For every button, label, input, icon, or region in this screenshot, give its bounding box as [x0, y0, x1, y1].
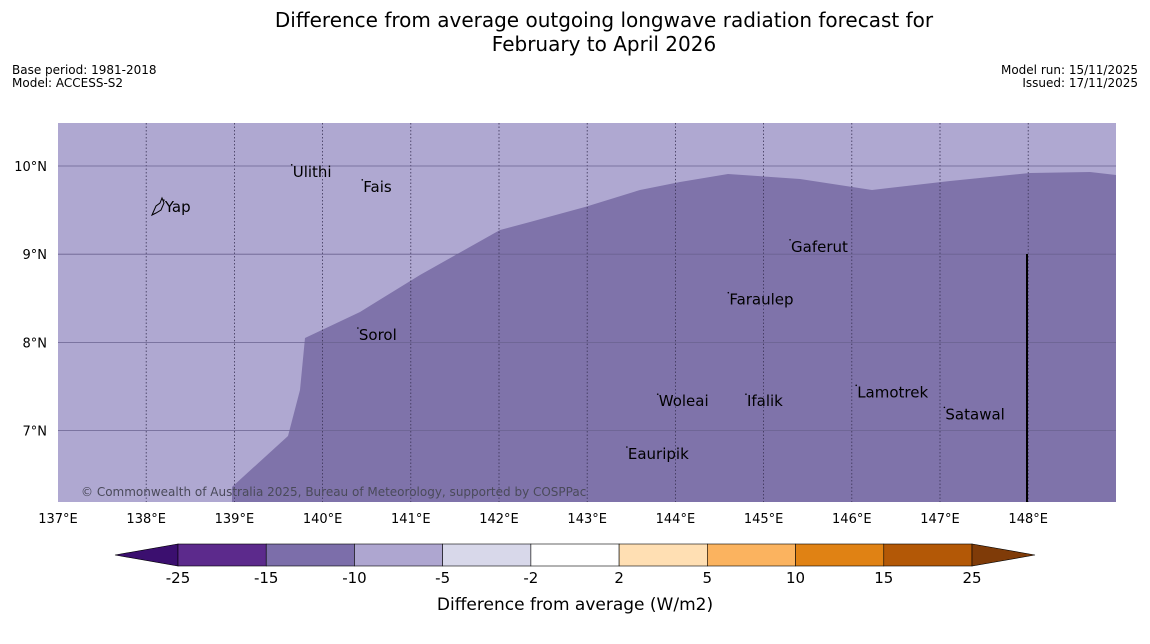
meta-right: Model run: 15/11/2025 Issued: 17/11/2025	[1001, 64, 1138, 90]
model-name: Model: ACCESS-S2	[12, 76, 124, 90]
colorbar-tick-label: -2	[523, 569, 538, 587]
place-label-ulithi: Ulithi	[293, 163, 332, 181]
x-tick-label: 141°E	[391, 512, 431, 527]
x-tick-label: 142°E	[479, 512, 519, 527]
colorbar-extend-high	[971, 543, 1036, 567]
colorbar-segment	[442, 543, 532, 567]
place-label-lamotrek: Lamotrek	[857, 383, 928, 401]
map-title: Difference from average outgoing longwav…	[0, 8, 1150, 56]
y-tick-label: 7°N	[23, 425, 48, 440]
island-marker	[290, 164, 293, 166]
colorbar-tick-label: -25	[166, 569, 191, 587]
x-axis-ticks: 137°E 138°E 139°E 140°E 141°E 142°E 143°E 144°E…	[38, 512, 1048, 527]
colorbar-segment	[707, 543, 796, 567]
colorbar: -25 -15 -10 -5 -2 2 5 10 15 25	[114, 543, 1036, 587]
colorbar-segment	[883, 543, 973, 567]
place-labels: Yap Ulithi Fais Gaferut Faraulep Sorol Lamotre…	[163, 163, 1005, 463]
issued-date: Issued: 17/11/2025	[1022, 76, 1138, 90]
island-marker	[163, 199, 165, 201]
place-label-ifalik: Ifalik	[747, 392, 783, 410]
place-label-faraulep: Faraulep	[729, 291, 793, 309]
x-tick-label: 140°E	[303, 512, 343, 527]
colorbar-segment	[618, 543, 708, 567]
x-tick-label: 146°E	[832, 512, 872, 527]
place-label-yap: Yap	[164, 198, 191, 216]
title-line-2: February to April 2026	[491, 32, 717, 56]
place-label-fais: Fais	[363, 178, 392, 196]
x-tick-label: 143°E	[567, 512, 607, 527]
island-marker	[656, 393, 659, 395]
model-run: Model run: 15/11/2025	[1000, 63, 1138, 77]
island-marker	[943, 406, 946, 409]
base-period: Base period: 1981-2018	[12, 63, 157, 77]
place-label-satawal: Satawal	[945, 405, 1004, 423]
meta-left: Base period: 1981-2018 Model: ACCESS-S2	[12, 64, 157, 90]
y-axis-ticks: 10°N 9°N 8°N 7°N	[14, 160, 47, 440]
x-tick-label: 138°E	[126, 512, 166, 527]
place-label-sorol: Sorol	[359, 326, 397, 344]
colorbar-tick-label: -10	[342, 569, 367, 587]
colorbar-tick-label: 25	[962, 569, 981, 587]
y-tick-label: 8°N	[23, 336, 48, 351]
colorbar-segment	[530, 543, 620, 567]
yap-island-icon	[150, 196, 165, 217]
colorbar-tick-label: 2	[614, 569, 624, 587]
x-tick-label: 137°E	[38, 512, 78, 527]
island-marker	[727, 291, 730, 294]
gridlines	[58, 123, 1116, 502]
place-label-woleai: Woleai	[659, 392, 709, 410]
x-tick-label: 145°E	[744, 512, 784, 527]
colorbar-extend-low	[114, 543, 179, 567]
x-tick-label: 144°E	[656, 512, 696, 527]
island-marker	[789, 238, 791, 241]
colorbar-segment	[354, 543, 443, 567]
colorbar-tick-label: 15	[874, 569, 893, 587]
island-marker	[855, 384, 858, 387]
island-marker	[361, 179, 364, 181]
colorbar-title: Difference from average (W/m2)	[437, 595, 713, 615]
colorbar-segment	[795, 543, 885, 567]
x-tick-label: 148°E	[1008, 512, 1048, 527]
x-tick-label: 147°E	[920, 512, 960, 527]
y-tick-label: 10°N	[14, 160, 47, 175]
colorbar-tick-label: -5	[435, 569, 450, 587]
x-tick-label: 139°E	[215, 512, 255, 527]
island-marker	[745, 393, 747, 395]
colorbar-segment	[177, 543, 267, 567]
colorbar-tick-label: 5	[703, 569, 713, 587]
island-marker	[357, 327, 359, 329]
colorbar-segment	[265, 543, 355, 567]
island-marker	[626, 446, 628, 448]
copyright-text: © Commonwealth of Australia 2025, Bureau…	[81, 485, 586, 499]
place-label-eauripik: Eauripik	[628, 445, 689, 463]
colorbar-tick-label: -15	[254, 569, 279, 587]
y-tick-label: 9°N	[23, 248, 48, 263]
title-line-1: Difference from average outgoing longwav…	[274, 8, 934, 32]
place-label-gaferut: Gaferut	[791, 238, 848, 256]
colorbar-tick-label: 10	[786, 569, 805, 587]
